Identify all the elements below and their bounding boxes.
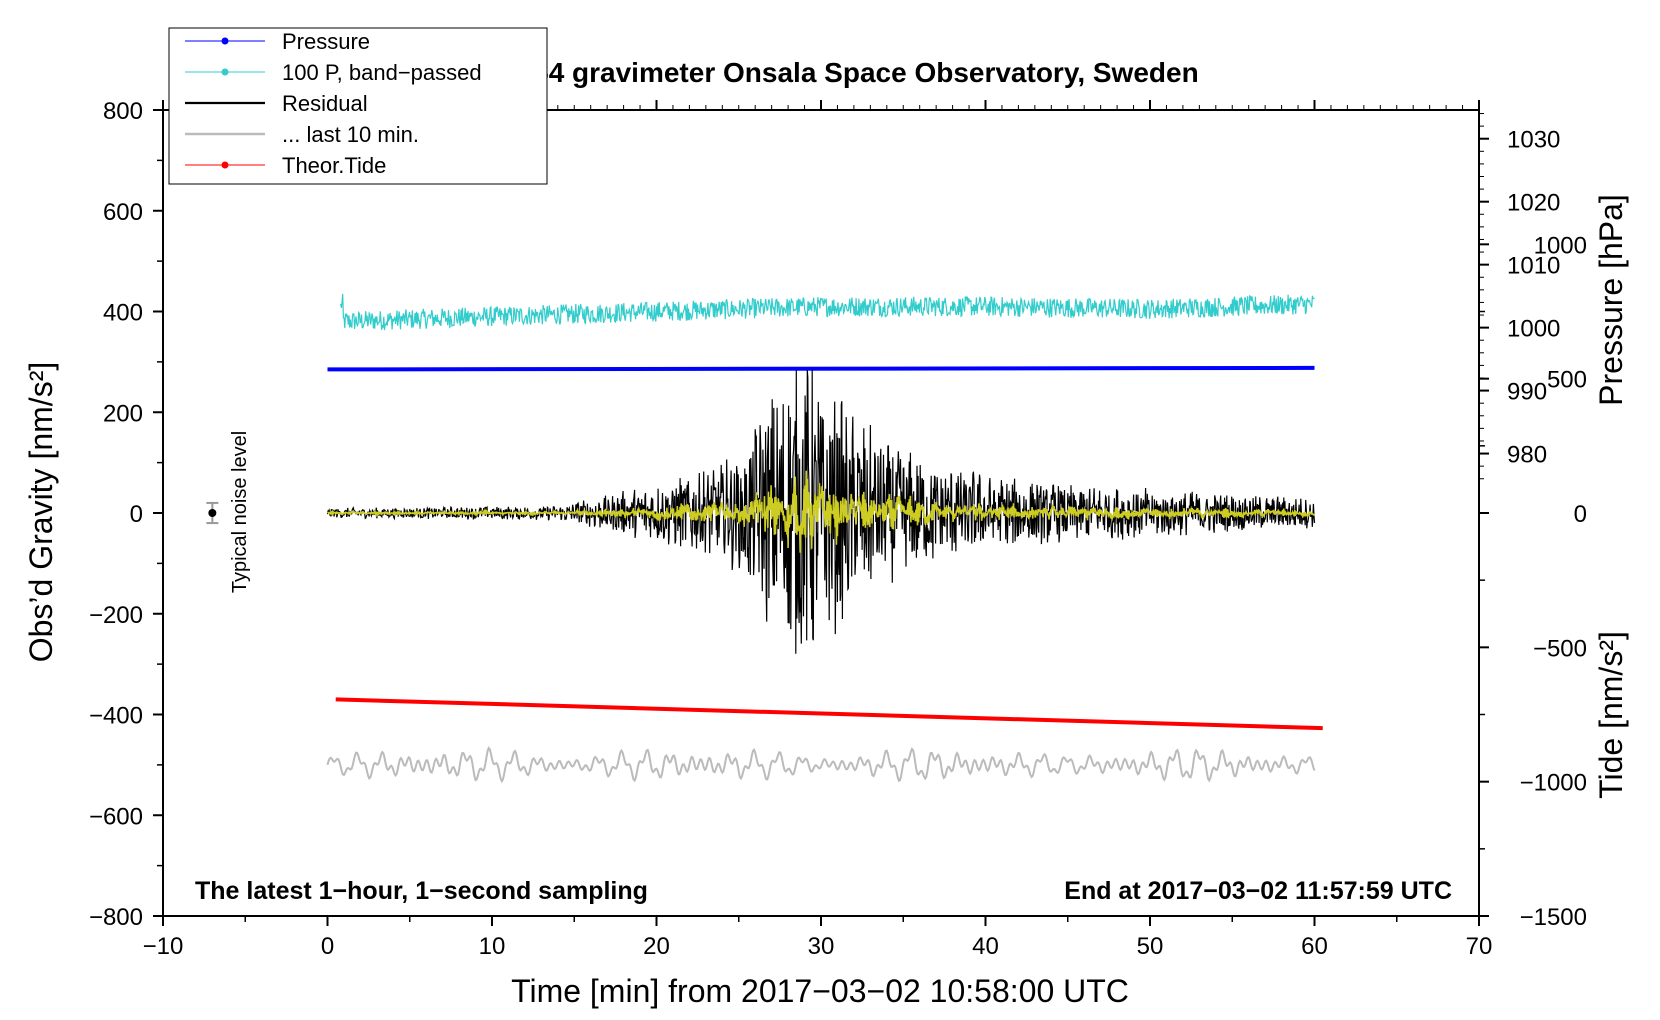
legend-marker	[222, 162, 229, 169]
noise-level-label: Typical noise level	[229, 431, 251, 593]
y-pressure-tick-label: 1020	[1507, 190, 1560, 217]
noise-point	[208, 509, 216, 517]
y-pressure-tick-label: 980	[1507, 442, 1547, 469]
x-tick-label: 40	[972, 933, 999, 960]
y-axis-title-pressure: Pressure [hPa]	[1593, 194, 1629, 406]
x-tick-label: 10	[479, 933, 506, 960]
legend-label: Residual	[282, 91, 368, 116]
y-axis-title-gravity: Obs’d Gravity [nm/s²]	[23, 362, 59, 663]
legend-label: Pressure	[282, 29, 370, 54]
y-left-tick-label: 200	[103, 400, 143, 427]
x-tick-label: 50	[1137, 933, 1164, 960]
x-tick-label: 30	[808, 933, 835, 960]
y-tide-tick-label: 1000	[1534, 232, 1587, 259]
x-tick-label: 20	[643, 933, 670, 960]
x-tick-label: −10	[143, 933, 184, 960]
chart-svg: −10 0 10 20 30 40 50 60 708006004002000−200−400−…	[0, 0, 1660, 1020]
y-tide-tick-label: −500	[1533, 635, 1587, 662]
y-pressure-tick-label: 990	[1507, 379, 1547, 406]
y-pressure-tick-label: 1000	[1507, 316, 1560, 343]
x-tick-label: 70	[1466, 933, 1493, 960]
y-left-tick-label: 600	[103, 199, 143, 226]
y-left-tick-label: −400	[89, 703, 143, 730]
y-left-tick-label: −600	[89, 803, 143, 830]
legend-label: Theor.Tide	[282, 153, 386, 178]
y-tide-tick-label: 0	[1574, 501, 1587, 528]
y-tide-tick-label: −1000	[1520, 770, 1587, 797]
x-tick-label: 0	[321, 933, 334, 960]
sampling-note: The latest 1−hour, 1−second sampling	[195, 877, 648, 905]
y-left-tick-label: 800	[103, 98, 143, 125]
x-axis-title: Time [min] from 2017−03−02 10:58:00 UTC	[511, 973, 1129, 1009]
y-tide-tick-label: 500	[1547, 367, 1587, 394]
legend-label: ... last 10 min.	[282, 122, 419, 147]
legend-label: 100 P, band−passed	[282, 60, 482, 85]
y-left-tick-label: −200	[89, 602, 143, 629]
y-pressure-tick-label: 1030	[1507, 127, 1560, 154]
gravimeter-chart: −10 0 10 20 30 40 50 60 70 800 600 400 200 0 −200 −400−…	[0, 0, 1660, 1020]
legend-marker	[222, 69, 229, 76]
y-left-tick-label: 400	[103, 300, 143, 327]
legend-marker	[222, 38, 229, 45]
y-axis-title-tide: Tide [nm/s²]	[1593, 631, 1629, 799]
y-left-tick-label: 0	[130, 501, 143, 528]
legend: Pressure 100 P, band−passed Residual ... la…	[169, 28, 547, 184]
end-time-note: End at 2017−03−02 11:57:59 UTC	[1064, 877, 1452, 905]
y-tide-tick-label: −1500	[1520, 904, 1587, 931]
y-left-tick-label: −800	[89, 904, 143, 931]
x-tick-label: 60	[1301, 933, 1328, 960]
series-pressure	[328, 368, 1315, 370]
chart-title: SCG_054 gravimeter Onsala Space Observat…	[441, 57, 1198, 88]
